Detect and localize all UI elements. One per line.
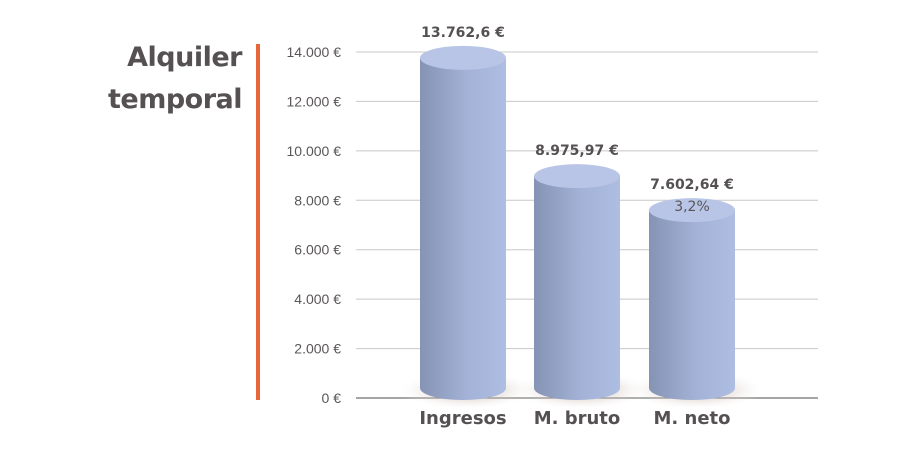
bar-body xyxy=(534,176,620,400)
x-tick-label: M. neto xyxy=(653,408,730,429)
y-axis-ticks: 0 € 2.000 € 4.000 € 6.000 € 8.000 € 10.000 € 1… xyxy=(287,44,342,406)
bar-top xyxy=(534,164,620,189)
bar-m-neto xyxy=(649,198,735,400)
y-tick-label: 0 € xyxy=(322,390,342,406)
y-tick-label: 10.000 € xyxy=(287,143,342,159)
x-tick-label: M. bruto xyxy=(534,408,621,429)
y-tick-label: 8.000 € xyxy=(294,192,341,208)
chart-title-line-1: Alquiler xyxy=(127,42,242,73)
bars xyxy=(420,45,735,400)
chart-title-line-2: temporal xyxy=(107,84,243,115)
y-tick-label: 2.000 € xyxy=(294,341,341,357)
y-tick-label: 6.000 € xyxy=(294,242,341,258)
bar-top xyxy=(649,198,735,223)
y-tick-label: 4.000 € xyxy=(294,291,341,307)
data-label: 13.762,6 € xyxy=(421,25,505,41)
bar-body xyxy=(420,57,506,400)
y-tick-label: 14.000 € xyxy=(287,44,342,60)
bar-ingresos xyxy=(420,45,506,400)
data-label: 7.602,64 € xyxy=(650,177,734,193)
x-tick-label: Ingresos xyxy=(419,408,506,429)
y-tick-label: 12.000 € xyxy=(287,93,342,109)
annotation-label: 3,2% xyxy=(674,199,710,215)
bar-body xyxy=(649,210,735,400)
bar-top xyxy=(420,45,506,70)
title-accent-bar xyxy=(256,44,260,400)
data-label: 8.975,97 € xyxy=(535,143,619,159)
bar-m-bruto xyxy=(534,164,620,400)
bar-labels: 13.762,6 € Ingresos 8.975,97 € M. bruto 7.60… xyxy=(419,25,733,429)
